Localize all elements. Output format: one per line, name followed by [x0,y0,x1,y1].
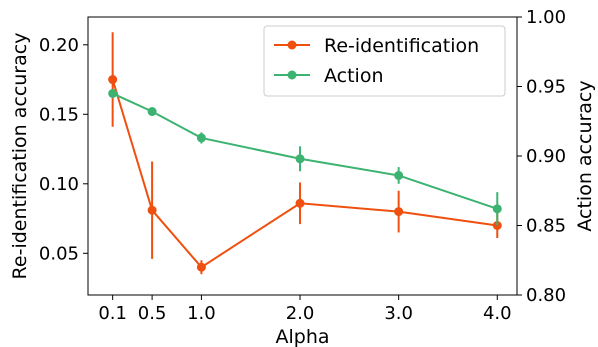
y-right-tick-label: 0.90 [526,146,566,167]
series-action [108,88,502,226]
y-left-tick-label: 0.20 [39,35,79,56]
series-re-identification [108,32,502,275]
data-point [295,154,305,164]
y-right-axis-label: Action accuracy [574,80,596,231]
axes-layer: 0.1 0.5 1.0 2.0 3.0 4.0 0.05 0.10 0.15 0.20 0.80 0.… [39,7,566,324]
legend-label: Action [324,65,384,87]
legend-box [263,25,506,97]
y-right-tick-label: 1.00 [526,7,566,28]
data-point [196,133,206,143]
x-tick-label: 3.0 [384,303,413,324]
data-point [147,107,157,117]
data-point [394,170,404,180]
data-point [108,75,118,85]
data-point [394,207,404,217]
y-left-tick-label: 0.05 [39,243,79,264]
data-point [147,205,157,215]
legend-entry: Action [274,65,384,87]
data-point [108,88,118,98]
x-axis-label: Alpha [275,326,329,347]
x-tick-label: 2.0 [286,303,315,324]
x-tick-label: 1.0 [187,303,216,324]
data-point [295,198,305,208]
series-line [112,92,498,210]
y-left-tick-label: 0.10 [39,174,79,195]
y-left-axis-label: Re-identification accuracy [9,33,31,280]
x-tick-label: 0.1 [98,303,127,324]
x-tick-label: 0.5 [138,303,167,324]
legend: Re-identification Action [263,25,506,97]
x-tick-label: 4.0 [483,303,512,324]
legend-entry: Re-identification [274,35,479,57]
legend-swatch-marker [287,40,297,50]
y-left-tick-label: 0.15 [39,104,79,125]
legend-label: Re-identification [324,35,479,57]
series-line [111,79,498,269]
legend-swatch-marker [287,70,297,80]
series-layer [108,32,502,275]
data-point [492,204,502,214]
data-point [196,262,206,272]
legend-entries: Re-identification Action [274,35,479,87]
y-right-tick-label: 0.80 [526,285,566,306]
y-right-tick-label: 0.95 [526,77,566,98]
y-right-tick-label: 0.85 [526,216,566,237]
